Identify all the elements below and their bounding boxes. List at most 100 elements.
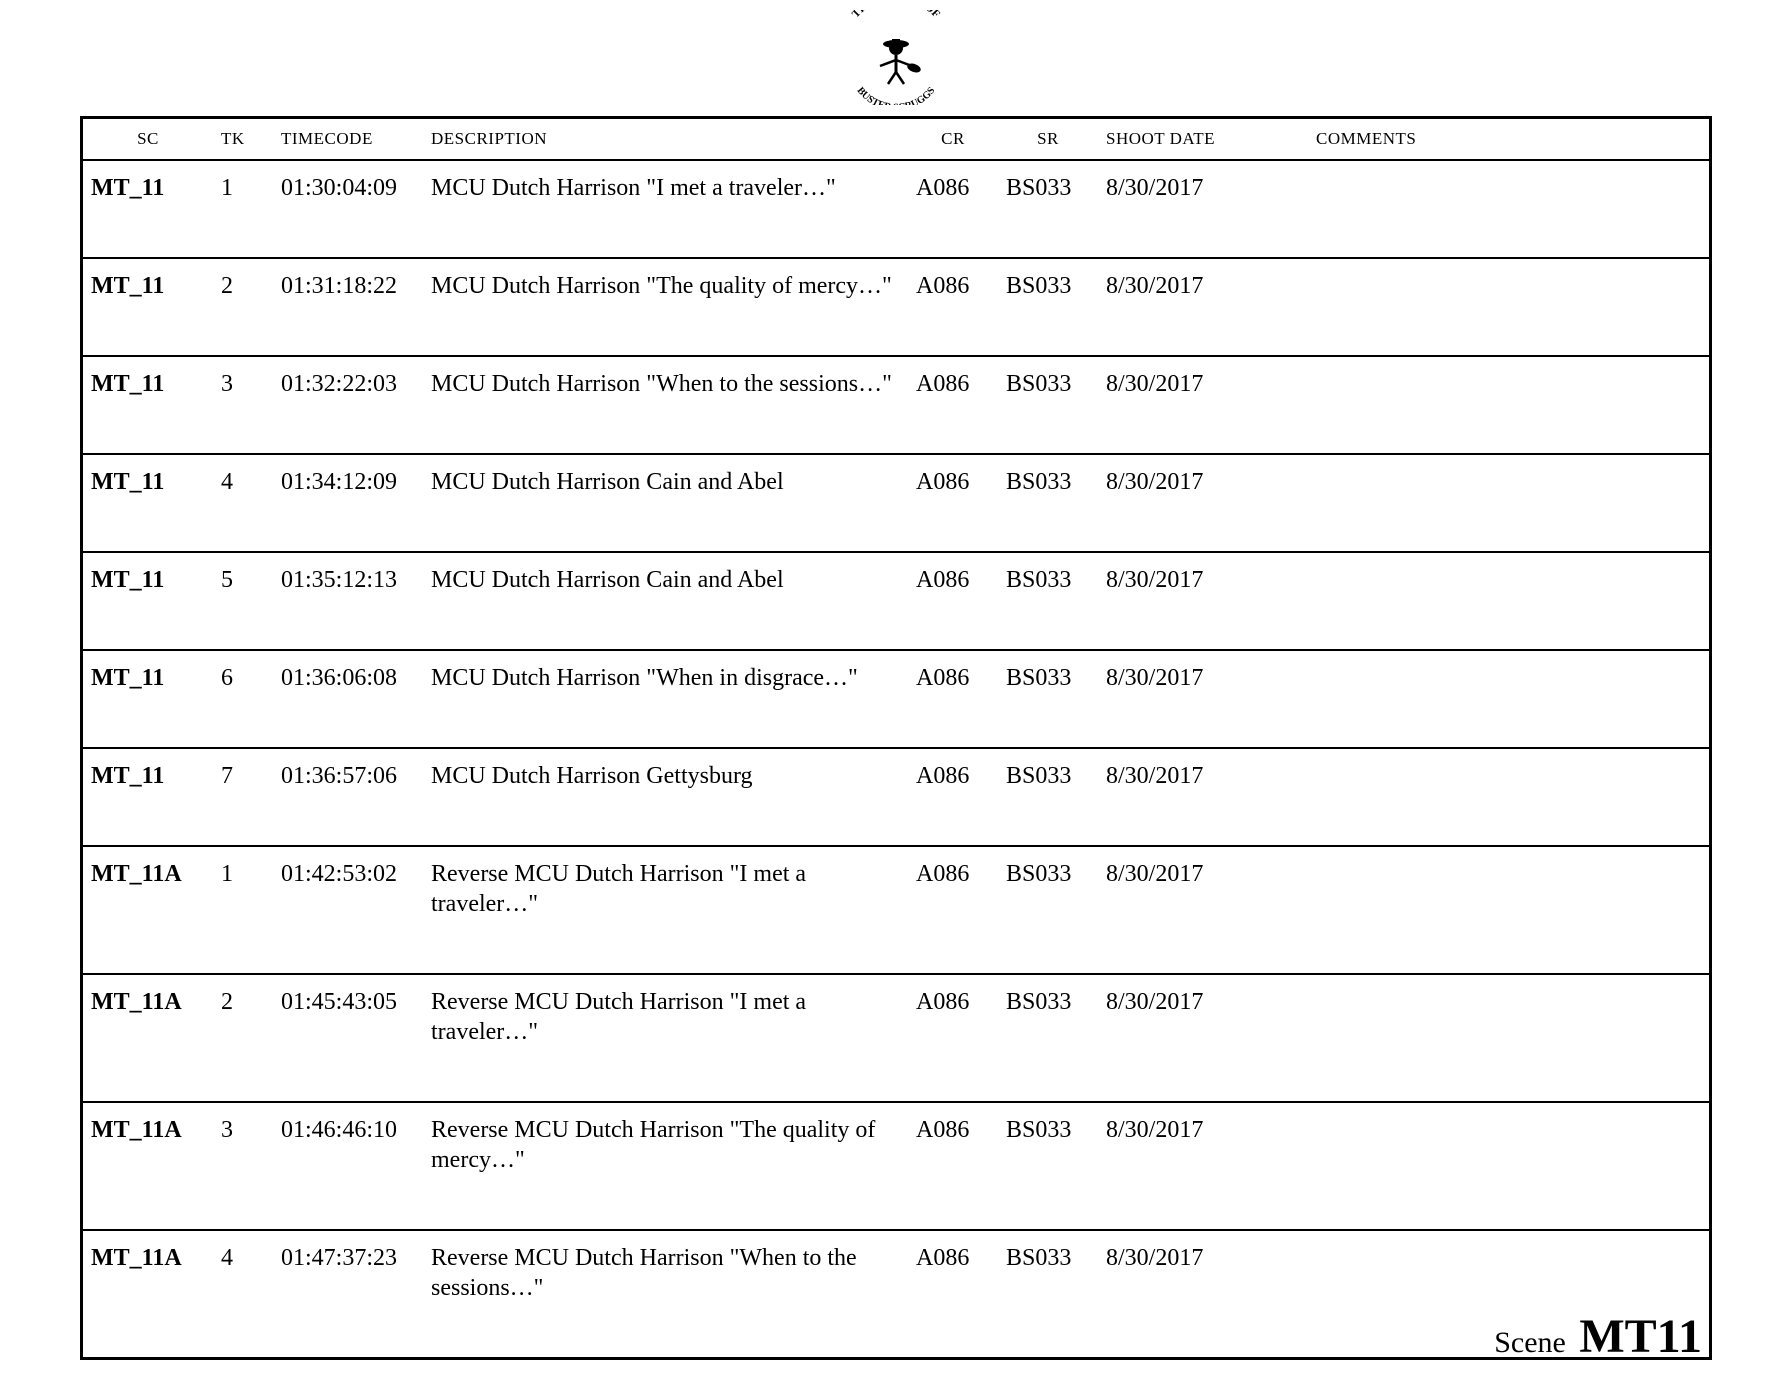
cell-tk: 2: [213, 258, 273, 356]
cell-date: 8/30/2017: [1098, 650, 1308, 748]
table-row: MT_11201:31:18:22MCU Dutch Harrison "The…: [83, 258, 1709, 356]
cell-cr: A086: [908, 258, 998, 356]
svg-text:BUSTER SCRUGGS: BUSTER SCRUGGS: [855, 85, 938, 105]
cell-comm: [1308, 258, 1709, 356]
cell-cr: A086: [908, 552, 998, 650]
cell-date: 8/30/2017: [1098, 356, 1308, 454]
cell-sc: MT_11: [83, 356, 213, 454]
cell-comm: [1308, 846, 1709, 974]
cell-sr: BS033: [998, 846, 1098, 974]
page: THE BALLAD OF BUSTER SCRUGGS: [0, 0, 1792, 1386]
cell-sr: BS033: [998, 1102, 1098, 1230]
cell-tk: 4: [213, 454, 273, 552]
page-footer: Scene MT11: [1494, 1309, 1702, 1364]
cell-comm: [1308, 552, 1709, 650]
cell-desc: Reverse MCU Dutch Harrison "I met a trav…: [423, 846, 908, 974]
cell-cr: A086: [908, 650, 998, 748]
cell-sr: BS033: [998, 356, 1098, 454]
cell-tk: 1: [213, 846, 273, 974]
cell-tc: 01:45:43:05: [273, 974, 423, 1102]
cell-comm: [1308, 650, 1709, 748]
cell-tk: 2: [213, 974, 273, 1102]
cell-sr: BS033: [998, 454, 1098, 552]
cell-tc: 01:35:12:13: [273, 552, 423, 650]
cell-sc: MT_11: [83, 160, 213, 258]
cell-sc: MT_11: [83, 650, 213, 748]
cell-sc: MT_11: [83, 454, 213, 552]
cell-date: 8/30/2017: [1098, 552, 1308, 650]
cell-tk: 5: [213, 552, 273, 650]
col-description: DESCRIPTION: [423, 119, 908, 160]
cell-comm: [1308, 356, 1709, 454]
cell-sc: MT_11A: [83, 1102, 213, 1230]
cell-sr: BS033: [998, 552, 1098, 650]
cell-sr: BS033: [998, 748, 1098, 846]
cell-cr: A086: [908, 748, 998, 846]
cell-tk: 1: [213, 160, 273, 258]
col-shoot-date: SHOOT DATE: [1098, 119, 1308, 160]
cell-cr: A086: [908, 454, 998, 552]
cell-tc: 01:32:22:03: [273, 356, 423, 454]
production-logo-icon: THE BALLAD OF BUSTER SCRUGGS: [826, 10, 966, 105]
table-row: MT_11101:30:04:09MCU Dutch Harrison "I m…: [83, 160, 1709, 258]
cell-desc: MCU Dutch Harrison "The quality of mercy…: [423, 258, 908, 356]
cell-tc: 01:31:18:22: [273, 258, 423, 356]
cell-sr: BS033: [998, 258, 1098, 356]
table-row: MT_11701:36:57:06MCU Dutch Harrison Gett…: [83, 748, 1709, 846]
cell-desc: MCU Dutch Harrison "When to the sessions…: [423, 356, 908, 454]
cell-cr: A086: [908, 1230, 998, 1357]
cell-tc: 01:46:46:10: [273, 1102, 423, 1230]
logo-bottom-text: BUSTER SCRUGGS: [855, 85, 938, 105]
shot-log-table: SC TK TIMECODE DESCRIPTION CR SR SHOOT D…: [83, 119, 1709, 1357]
cell-tc: 01:34:12:09: [273, 454, 423, 552]
col-comments: COMMENTS: [1308, 119, 1709, 160]
cell-comm: [1308, 974, 1709, 1102]
cell-tk: 6: [213, 650, 273, 748]
cell-tc: 01:30:04:09: [273, 160, 423, 258]
cell-date: 8/30/2017: [1098, 258, 1308, 356]
cell-desc: MCU Dutch Harrison Gettysburg: [423, 748, 908, 846]
table-body: MT_11101:30:04:09MCU Dutch Harrison "I m…: [83, 160, 1709, 1357]
cell-desc: Reverse MCU Dutch Harrison "The quality …: [423, 1102, 908, 1230]
cell-sc: MT_11A: [83, 846, 213, 974]
cell-tk: 4: [213, 1230, 273, 1357]
table-frame: SC TK TIMECODE DESCRIPTION CR SR SHOOT D…: [80, 116, 1712, 1360]
cell-sr: BS033: [998, 1230, 1098, 1357]
cell-tk: 7: [213, 748, 273, 846]
cell-desc: MCU Dutch Harrison "I met a traveler…": [423, 160, 908, 258]
cell-date: 8/30/2017: [1098, 1102, 1308, 1230]
col-sc: SC: [83, 119, 213, 160]
logo-top-text: THE BALLAD OF: [850, 10, 942, 21]
cell-desc: Reverse MCU Dutch Harrison "I met a trav…: [423, 974, 908, 1102]
svg-text:THE BALLAD OF: THE BALLAD OF: [850, 10, 942, 21]
table-row: MT_11401:34:12:09MCU Dutch Harrison Cain…: [83, 454, 1709, 552]
col-tk: TK: [213, 119, 273, 160]
table-row: MT_11501:35:12:13MCU Dutch Harrison Cain…: [83, 552, 1709, 650]
cell-tc: 01:47:37:23: [273, 1230, 423, 1357]
table-row: MT_11A101:42:53:02Reverse MCU Dutch Harr…: [83, 846, 1709, 974]
col-sr: SR: [998, 119, 1098, 160]
cell-date: 8/30/2017: [1098, 454, 1308, 552]
cell-desc: MCU Dutch Harrison "When in disgrace…": [423, 650, 908, 748]
cell-date: 8/30/2017: [1098, 748, 1308, 846]
cell-sr: BS033: [998, 974, 1098, 1102]
cell-sc: MT_11A: [83, 1230, 213, 1357]
scene-code: MT11: [1579, 1310, 1702, 1363]
cell-comm: [1308, 748, 1709, 846]
cell-cr: A086: [908, 846, 998, 974]
cell-tk: 3: [213, 356, 273, 454]
cell-tk: 3: [213, 1102, 273, 1230]
cell-sr: BS033: [998, 160, 1098, 258]
table-row: MT_11A301:46:46:10Reverse MCU Dutch Harr…: [83, 1102, 1709, 1230]
cell-cr: A086: [908, 1102, 998, 1230]
table-row: MT_11601:36:06:08MCU Dutch Harrison "Whe…: [83, 650, 1709, 748]
cell-date: 8/30/2017: [1098, 160, 1308, 258]
table-row: MT_11A401:47:37:23Reverse MCU Dutch Harr…: [83, 1230, 1709, 1357]
cell-desc: MCU Dutch Harrison Cain and Abel: [423, 552, 908, 650]
cell-sc: MT_11A: [83, 974, 213, 1102]
cell-cr: A086: [908, 974, 998, 1102]
scene-label: Scene: [1494, 1326, 1566, 1359]
cell-cr: A086: [908, 356, 998, 454]
cell-comm: [1308, 160, 1709, 258]
logo-wrap: THE BALLAD OF BUSTER SCRUGGS: [80, 10, 1712, 110]
